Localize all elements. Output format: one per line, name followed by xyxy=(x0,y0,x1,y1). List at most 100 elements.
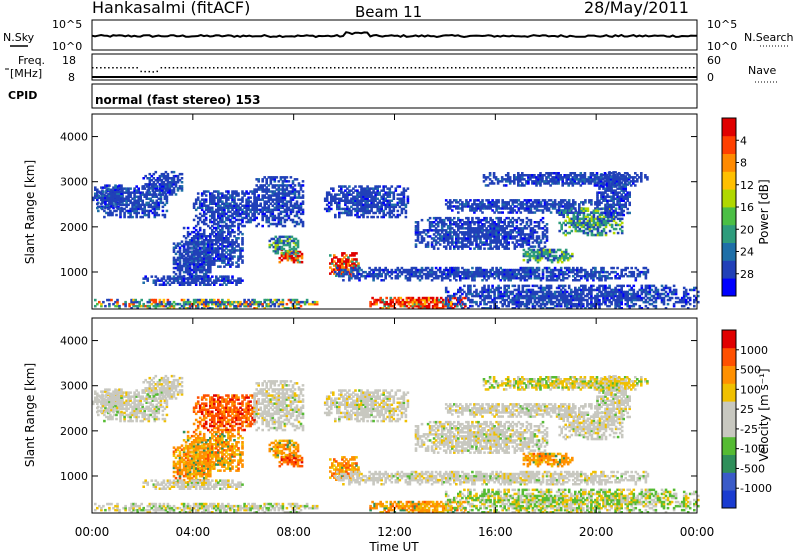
power-cell xyxy=(427,307,431,310)
power-cell xyxy=(172,174,176,178)
power-cell xyxy=(261,180,264,183)
power-cell xyxy=(124,300,127,304)
power-cell xyxy=(410,266,414,270)
power-cell xyxy=(477,247,480,250)
power-cell xyxy=(412,266,416,270)
freq-point xyxy=(414,67,417,69)
power-cell xyxy=(257,196,260,199)
power-cell xyxy=(419,304,423,308)
power-cell xyxy=(133,187,136,190)
power-cell xyxy=(154,183,158,186)
power-cell xyxy=(417,300,421,304)
power-cell xyxy=(342,191,345,194)
power-cell xyxy=(372,203,375,207)
power-cell xyxy=(249,218,252,222)
power-cell xyxy=(204,272,208,276)
power-cell xyxy=(368,266,371,270)
power-cell xyxy=(483,272,486,276)
freq-point xyxy=(257,67,259,69)
power-cell xyxy=(294,247,298,251)
power-cell xyxy=(158,185,162,188)
power-cell xyxy=(426,243,430,246)
power-cell xyxy=(467,221,470,224)
power-cell xyxy=(227,302,230,306)
power-cell xyxy=(146,279,149,282)
power-cell xyxy=(158,174,162,178)
power-cell xyxy=(158,179,162,182)
power-cell xyxy=(487,235,490,238)
power-cell xyxy=(457,247,460,250)
power-cell xyxy=(194,237,198,240)
power-cell xyxy=(166,185,170,188)
power-cell xyxy=(416,235,420,238)
power-cell xyxy=(350,193,353,196)
power-cell xyxy=(286,239,290,243)
power-cell xyxy=(438,274,442,278)
power-cell xyxy=(415,302,419,306)
power-cell xyxy=(209,307,212,310)
power-cell xyxy=(352,272,355,276)
power-cell xyxy=(275,208,279,212)
power-cell xyxy=(441,304,445,308)
power-cell xyxy=(184,307,188,310)
power-cell xyxy=(277,214,281,218)
power-cell xyxy=(426,229,430,232)
power-cell xyxy=(402,197,406,200)
power-cell xyxy=(277,298,281,302)
power-cell xyxy=(446,231,450,234)
power-cell xyxy=(281,182,285,185)
power-cell xyxy=(105,191,108,194)
power-cell xyxy=(217,247,220,250)
nave-label: Nave xyxy=(748,64,776,77)
power-cell xyxy=(495,225,498,228)
power-cell xyxy=(580,277,583,280)
power-cell xyxy=(364,193,367,196)
power-cell xyxy=(509,268,512,272)
power-cell xyxy=(446,243,450,246)
power-cell xyxy=(180,244,184,247)
power-cell xyxy=(151,189,155,192)
power-cell xyxy=(505,272,508,276)
power-cell xyxy=(467,233,470,236)
power-cell xyxy=(215,204,218,207)
power-cell xyxy=(362,207,365,211)
power-cell xyxy=(237,302,240,306)
power-cell xyxy=(241,218,244,222)
power-cell xyxy=(376,207,379,211)
power-cell xyxy=(291,302,295,306)
power-cell xyxy=(281,190,285,193)
power-cell xyxy=(293,220,297,224)
power-cell xyxy=(112,302,115,306)
power-cell xyxy=(281,184,285,187)
power-cell xyxy=(372,272,375,276)
power-cell xyxy=(127,199,130,202)
power-cell xyxy=(255,300,258,304)
power-cell xyxy=(172,277,176,280)
power-cell xyxy=(499,233,502,236)
power-cell xyxy=(343,262,346,265)
power-cell xyxy=(186,279,190,282)
power-cell xyxy=(469,221,472,224)
power-cell xyxy=(483,277,486,280)
power-cell xyxy=(200,265,204,268)
power-cell xyxy=(219,204,222,207)
power-cell xyxy=(298,260,302,264)
power-cell xyxy=(166,181,170,184)
power-cell xyxy=(289,196,293,199)
power-cell xyxy=(151,207,155,211)
power-cell xyxy=(382,197,385,200)
power-cell xyxy=(168,181,172,184)
power-cell xyxy=(233,243,236,246)
power-cell xyxy=(457,237,460,240)
power-cell xyxy=(535,231,539,234)
power-cell xyxy=(231,194,234,197)
power-cell xyxy=(356,215,359,219)
power-cell xyxy=(133,201,136,205)
power-cell xyxy=(376,274,379,278)
power-cell xyxy=(204,257,208,260)
power-cell xyxy=(299,218,303,222)
power-cell xyxy=(257,194,260,197)
power-cell xyxy=(293,298,297,302)
power-cell xyxy=(503,272,506,276)
power-cell xyxy=(287,192,291,195)
